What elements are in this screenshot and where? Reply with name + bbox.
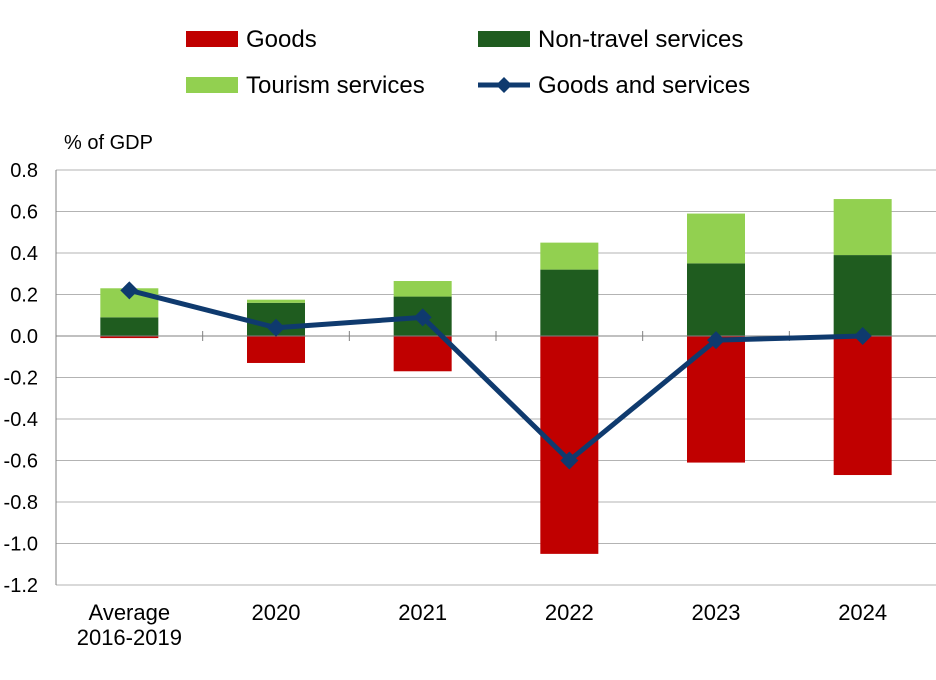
bar-segment [540, 269, 599, 336]
x-category-label: 2020 [252, 600, 301, 625]
legend-label-goods-and-services: Goods and services [538, 72, 750, 99]
bar-segment [100, 336, 159, 339]
bar-segment [687, 263, 745, 336]
bars [100, 199, 892, 554]
bar-segment [540, 242, 599, 270]
y-tick-label: 0.0 [10, 326, 38, 348]
x-axis-categories: Average 2016-2019 2020 2021 2022 2023 2024 [77, 600, 887, 650]
legend-swatch-tourism-services [186, 77, 238, 93]
x-category-label: 2022 [545, 600, 594, 625]
y-tick-label: -0.4 [4, 409, 38, 431]
bar-segment [393, 281, 452, 297]
legend-swatch-goods [186, 31, 238, 47]
goods-and-services-marker [707, 331, 725, 350]
bar-segment [247, 336, 305, 363]
bar-segment [833, 199, 892, 256]
y-tick-label: 0.8 [10, 160, 38, 182]
goods-and-services-marker [560, 451, 579, 470]
x-category-label: Average 2016-2019 [77, 600, 182, 650]
goods-and-services-marker [267, 318, 285, 337]
y-tick-label: 0.6 [10, 202, 38, 224]
bar-segment [833, 255, 892, 336]
y-tick-label: -0.8 [4, 492, 38, 514]
goods-and-services-marker [413, 308, 432, 327]
y-tick-label: 0.4 [10, 243, 38, 265]
x-category-label: 2021 [398, 600, 447, 625]
goods-and-services-line [120, 281, 872, 470]
y-tick-label: -1.0 [4, 534, 38, 556]
y-tick-label: -0.2 [4, 368, 38, 390]
bar-segment [247, 299, 305, 303]
bar-segment [100, 317, 159, 336]
legend-label-tourism-services: Tourism services [246, 72, 425, 99]
unit-label: % of GDP [64, 132, 153, 154]
y-axis-ticks: 0.8 0.6 0.4 0.2 0.0 -0.2 -0.4 -0.6 -0.8 -1.0 -1.2 [4, 160, 38, 597]
legend-label-non-travel-services: Non-travel services [538, 26, 743, 53]
y-tick-label: 0.2 [10, 285, 38, 307]
x-category-label: 2023 [692, 600, 741, 625]
goods-and-services-marker [853, 327, 872, 345]
legend-marker-goods-and-services [496, 77, 512, 93]
x-category-label: 2024 [838, 600, 887, 625]
bar-segment [393, 336, 452, 372]
bar-segment [833, 336, 892, 476]
y-tick-label: -0.6 [4, 451, 38, 473]
goods-and-services-polyline [128, 287, 863, 463]
y-tick-label: -1.2 [4, 575, 38, 597]
legend-swatch-non-travel-services [478, 31, 530, 47]
bar-segment [687, 213, 745, 264]
legend-label-goods: Goods [246, 26, 317, 53]
goods-and-services-marker [120, 281, 139, 300]
legend: Goods Non-travel services Tourism servic… [186, 26, 750, 99]
gridlines [56, 169, 936, 586]
